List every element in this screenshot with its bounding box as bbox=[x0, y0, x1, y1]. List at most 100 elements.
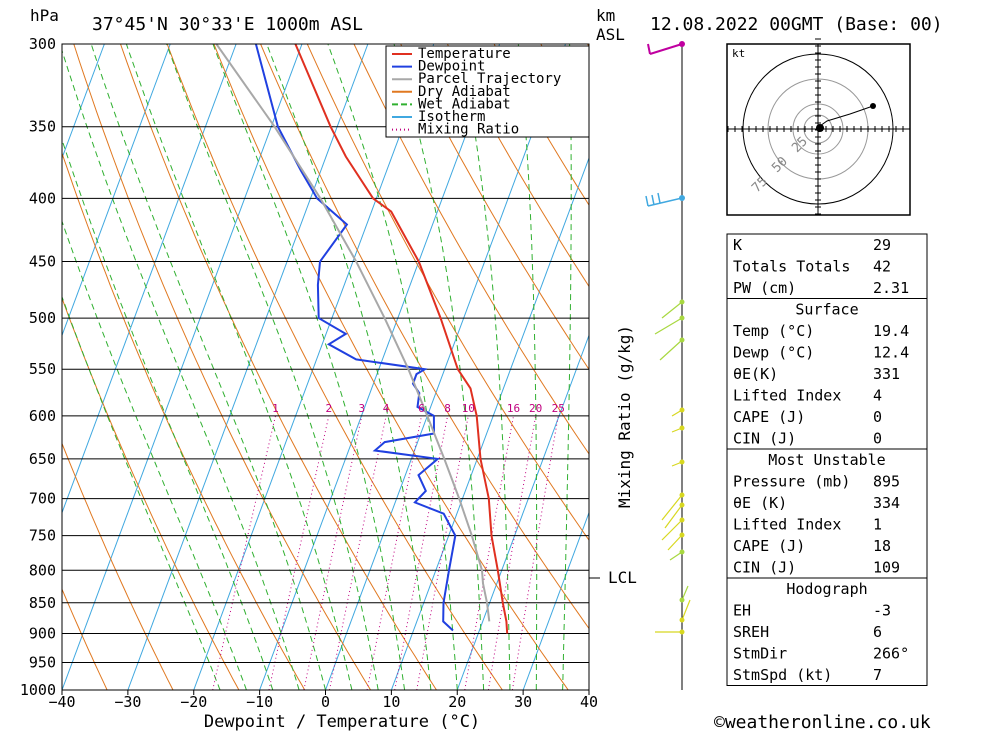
table-row-label: StmDir bbox=[733, 645, 787, 663]
temp-tick-label: 30 bbox=[514, 693, 532, 711]
pressure-tick-label: 800 bbox=[29, 561, 56, 579]
temp-tick-label: 0 bbox=[321, 693, 330, 711]
table-row-label: Temp (°C) bbox=[733, 322, 814, 340]
mixing-ratio-label: 3 bbox=[358, 402, 365, 415]
right-unit-km: km bbox=[596, 6, 615, 25]
temp-tick-label: 10 bbox=[382, 693, 400, 711]
mixing-ratio-label: 16 bbox=[507, 402, 520, 415]
wind-barb-mid-feather bbox=[646, 196, 648, 206]
dry-adiabat bbox=[307, 44, 700, 690]
wind-barb-low bbox=[665, 505, 682, 528]
temp-tick-label: −30 bbox=[114, 693, 141, 711]
wind-dot-upper bbox=[679, 41, 685, 47]
table-row-value: 0 bbox=[873, 430, 882, 448]
table-row-label: EH bbox=[733, 602, 751, 620]
temp-tick-label: −40 bbox=[48, 693, 75, 711]
mixing-ratio-label: 1 bbox=[272, 402, 279, 415]
wind-barb-low bbox=[655, 318, 682, 334]
pressure-tick-label: 700 bbox=[29, 490, 56, 508]
wet-adiabat bbox=[60, 44, 299, 690]
pressure-tick-label: 750 bbox=[29, 527, 56, 545]
table-row-value: 12.4 bbox=[873, 344, 909, 362]
wind-dot-low bbox=[680, 550, 685, 555]
table-row-label: Pressure (mb) bbox=[733, 473, 850, 491]
table-row-value: 4 bbox=[873, 387, 882, 405]
pressure-tick-label: 950 bbox=[29, 653, 56, 671]
wind-barb-mid-feather bbox=[658, 193, 660, 203]
mixing-ratio-label: 25 bbox=[552, 402, 565, 415]
wind-barb-low bbox=[668, 535, 682, 550]
mixing-ratio-line bbox=[367, 416, 421, 690]
wind-dot-low bbox=[680, 300, 685, 305]
table-row-label: θE (K) bbox=[733, 494, 787, 512]
temp-tick-label: −20 bbox=[180, 693, 207, 711]
wind-dot-low bbox=[680, 408, 685, 413]
pressure-tick-label: 400 bbox=[29, 189, 56, 207]
wind-barb-low bbox=[662, 495, 682, 520]
wind-barb-low bbox=[662, 520, 682, 540]
mixing-ratio-label: 2 bbox=[325, 402, 332, 415]
pressure-tick-label: 450 bbox=[29, 253, 56, 271]
wind-dot-low bbox=[680, 618, 685, 623]
mixing-ratio-axis-label: Mixing Ratio (g/kg) bbox=[615, 325, 634, 508]
table-row-value: 109 bbox=[873, 559, 900, 577]
mixing-ratio-label: 10 bbox=[462, 402, 475, 415]
table-row-value: 18 bbox=[873, 537, 891, 555]
mixing-ratio-line bbox=[269, 416, 329, 690]
dry-adiabat bbox=[167, 44, 502, 690]
mixing-ratio-label: 6 bbox=[418, 402, 425, 415]
wind-barb-low bbox=[660, 340, 682, 360]
isotherm-line bbox=[260, 44, 500, 690]
isotherm-line bbox=[391, 44, 631, 690]
table-row-label: Lifted Index bbox=[733, 516, 841, 534]
hodograph-end-dot bbox=[870, 103, 876, 109]
wet-adiabat bbox=[589, 44, 614, 690]
table-header: Hodograph bbox=[786, 580, 867, 598]
table-row-label: CAPE (J) bbox=[733, 537, 805, 555]
mixing-ratio-label: 4 bbox=[383, 402, 390, 415]
table-row-value: 1 bbox=[873, 516, 882, 534]
table-row-label: K bbox=[733, 236, 742, 254]
wind-barb-upper-flag bbox=[648, 44, 650, 54]
wind-barb-mid-feather bbox=[652, 195, 654, 205]
wet-adiabat bbox=[518, 44, 536, 690]
wind-dot-low bbox=[680, 598, 685, 603]
pressure-tick-label: 600 bbox=[29, 407, 56, 425]
wind-dot-low bbox=[680, 460, 685, 465]
table-row-label: CAPE (J) bbox=[733, 408, 805, 426]
table-row-value: 331 bbox=[873, 365, 900, 383]
table-row-value: 895 bbox=[873, 473, 900, 491]
table-row-label: Lifted Index bbox=[733, 387, 841, 405]
table-row-value: 42 bbox=[873, 258, 891, 276]
pressure-tick-label: 350 bbox=[29, 118, 56, 136]
table-header: Most Unstable bbox=[768, 451, 885, 469]
pressure-tick-label: 500 bbox=[29, 309, 56, 327]
wet-adiabat bbox=[126, 44, 352, 690]
mixing-ratio-line bbox=[512, 416, 558, 690]
isotherm-line bbox=[62, 44, 302, 690]
table-row-label: PW (cm) bbox=[733, 279, 796, 297]
table-row-value: 6 bbox=[873, 623, 882, 641]
mixing-ratio-label: 20 bbox=[529, 402, 542, 415]
hodograph-storm-dot bbox=[816, 124, 824, 132]
wind-dot-low bbox=[680, 630, 685, 635]
pressure-tick-label: 650 bbox=[29, 450, 56, 468]
mixing-ratio-line bbox=[213, 416, 276, 690]
wet-adiabat bbox=[167, 44, 379, 690]
dry-adiabat bbox=[74, 44, 371, 690]
wind-barb-low bbox=[682, 600, 690, 620]
temp-tick-label: 40 bbox=[580, 693, 598, 711]
pressure-tick-label: 900 bbox=[29, 624, 56, 642]
table-row-value: 7 bbox=[873, 666, 882, 684]
left-unit-label: hPa bbox=[30, 6, 59, 25]
table-row-value: 19.4 bbox=[873, 322, 909, 340]
isotherm-line bbox=[0, 44, 170, 690]
dry-adiabat bbox=[261, 44, 634, 690]
mixing-ratio-label: 8 bbox=[444, 402, 451, 415]
pressure-axis: 3003504004505005506006507007508008509009… bbox=[20, 35, 56, 699]
pressure-tick-label: 300 bbox=[29, 35, 56, 53]
wind-dot-low bbox=[680, 503, 685, 508]
wind-dot-low bbox=[680, 338, 685, 343]
